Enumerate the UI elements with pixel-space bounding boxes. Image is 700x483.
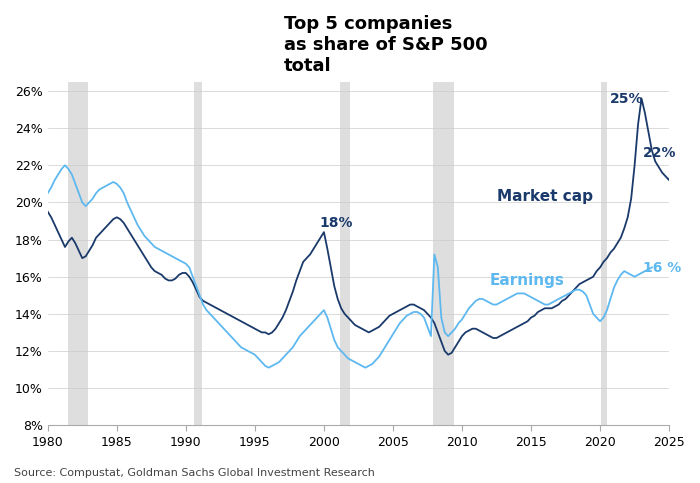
Text: Source: Compustat, Goldman Sachs Global Investment Research: Source: Compustat, Goldman Sachs Global … xyxy=(14,468,375,478)
Text: Earnings: Earnings xyxy=(489,273,564,288)
Bar xyxy=(433,82,454,425)
Bar xyxy=(69,82,88,425)
Text: Top 5 companies
as share of S&P 500
total: Top 5 companies as share of S&P 500 tota… xyxy=(284,15,487,74)
Text: 25%: 25% xyxy=(610,92,643,106)
Text: 16 %: 16 % xyxy=(643,261,681,275)
Text: Market cap: Market cap xyxy=(496,189,592,204)
Text: 18%: 18% xyxy=(320,216,354,230)
Bar xyxy=(194,82,202,425)
Bar xyxy=(601,82,607,425)
Text: 22%: 22% xyxy=(643,146,676,160)
Bar xyxy=(340,82,350,425)
